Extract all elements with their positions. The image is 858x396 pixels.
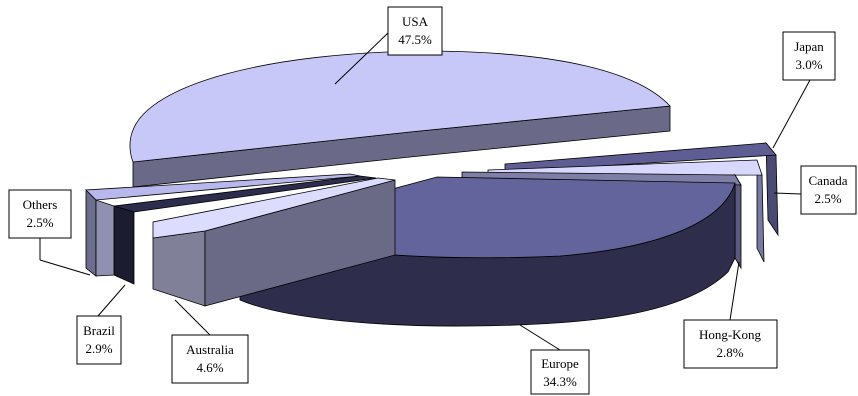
label-australia-name: Australia [186,342,234,357]
label-japan-value: 3.0% [795,57,822,72]
label-japan: Japan 3.0% [782,31,836,81]
label-others-value: 2.5% [26,215,53,230]
label-australia: Australia 4.6% [171,334,249,384]
label-brazil: Brazil 2.9% [76,315,122,365]
leader-australia [174,299,211,336]
slice-australia [152,177,396,307]
slice-australia-side [152,230,206,307]
leader-brazil [97,284,126,317]
label-usa-value: 47.5% [398,32,432,47]
leader-hong-kong [729,261,740,321]
leader-europe [519,324,561,351]
slice-brazil-side [113,205,135,285]
label-usa-name: USA [402,14,429,29]
slice-others [85,173,361,277]
label-hong-kong-name: Hong-Kong [699,327,762,342]
label-europe-name: Europe [541,356,579,371]
slice-australia-top [152,177,396,239]
leader-usa [334,32,389,85]
leader-lines [39,32,811,351]
slice-japan [504,141,779,237]
label-japan-name: Japan [794,39,824,54]
leader-japan [772,79,811,149]
label-australia-value: 4.6% [196,360,223,375]
leader-others-2 [39,259,91,276]
label-others-name: Others [23,197,58,212]
slice-others-side [85,189,97,277]
slice-others-top [85,173,361,201]
label-brazil-value: 2.9% [85,341,112,356]
label-europe: Europe 34.3% [530,349,590,395]
label-europe-value: 34.3% [543,374,577,389]
label-canada-value: 2.5% [814,191,841,206]
slice-hong-kong-side [734,173,742,270]
slice-canada-side [756,163,765,263]
slice-usa-top [129,50,671,163]
label-canada-name: Canada [809,173,848,188]
label-hong-kong-value: 2.8% [716,345,743,360]
label-canada: Canada 2.5% [800,165,857,215]
slice-brazil [113,175,377,285]
label-hong-kong: Hong-Kong 2.8% [683,319,778,369]
slice-japan-side [765,141,779,237]
slice-brazil-top [113,175,377,213]
label-brazil-name: Brazil [83,323,115,338]
label-usa: USA 47.5% [387,6,443,56]
label-others: Others 2.5% [8,189,72,239]
leader-canada [773,192,802,195]
slice-others-side-2 [95,199,115,277]
